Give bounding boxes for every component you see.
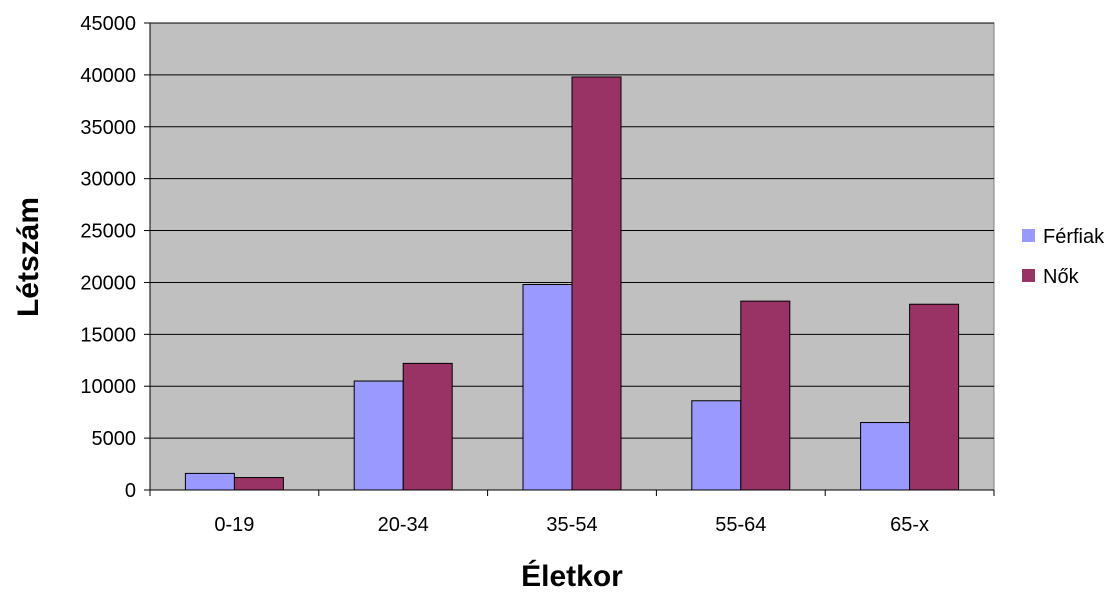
- legend-swatch: [1022, 229, 1035, 242]
- x-ticks: 0-19 20-34 35-54 55-64 65-x: [149, 490, 995, 536]
- bar-nok-4: [909, 303, 960, 491]
- y-tick-label: 35000: [80, 117, 136, 139]
- bar-nok-3: [740, 300, 791, 491]
- bars: [184, 76, 960, 491]
- legend: Férfiak Nők: [1022, 226, 1105, 288]
- bar-ferfiak-3: [691, 400, 742, 491]
- y-tick-label: 15000: [80, 324, 136, 346]
- bar-nok-0: [233, 477, 284, 491]
- x-tick-label: 0-19: [214, 514, 254, 536]
- y-tick-label: 5000: [92, 428, 137, 450]
- x-tick-label: 55-64: [715, 514, 766, 536]
- y-tick-label: 25000: [80, 221, 136, 243]
- legend-label: Férfiak: [1043, 226, 1105, 248]
- x-axis-title: Életkor: [521, 559, 623, 592]
- y-tick-label: 30000: [80, 169, 136, 191]
- x-tick-label: 35-54: [546, 514, 597, 536]
- x-tick-label: 20-34: [378, 514, 429, 536]
- legend-swatch: [1022, 269, 1035, 282]
- axes: [149, 23, 994, 491]
- y-tick-label: 0: [125, 480, 136, 502]
- legend-label: Nők: [1043, 266, 1080, 288]
- y-axis-title: Létszám: [12, 197, 45, 317]
- bar-ferfiak-2: [522, 284, 573, 491]
- y-tick-label: 45000: [80, 13, 136, 35]
- bar-nok-2: [571, 76, 622, 491]
- bar-ferfiak-0: [184, 472, 235, 491]
- bar-ferfiak-4: [860, 422, 911, 491]
- y-ticks: 0 5000 10000 15000 20000 25000 30000 35000 40000…: [80, 13, 150, 502]
- y-tick-label: 20000: [80, 272, 136, 294]
- bar-nok-1: [402, 362, 453, 491]
- y-tick-label: 10000: [80, 376, 136, 398]
- bar-ferfiak-1: [353, 380, 404, 491]
- y-tick-label: 40000: [80, 65, 136, 87]
- x-tick-label: 65-x: [890, 514, 929, 536]
